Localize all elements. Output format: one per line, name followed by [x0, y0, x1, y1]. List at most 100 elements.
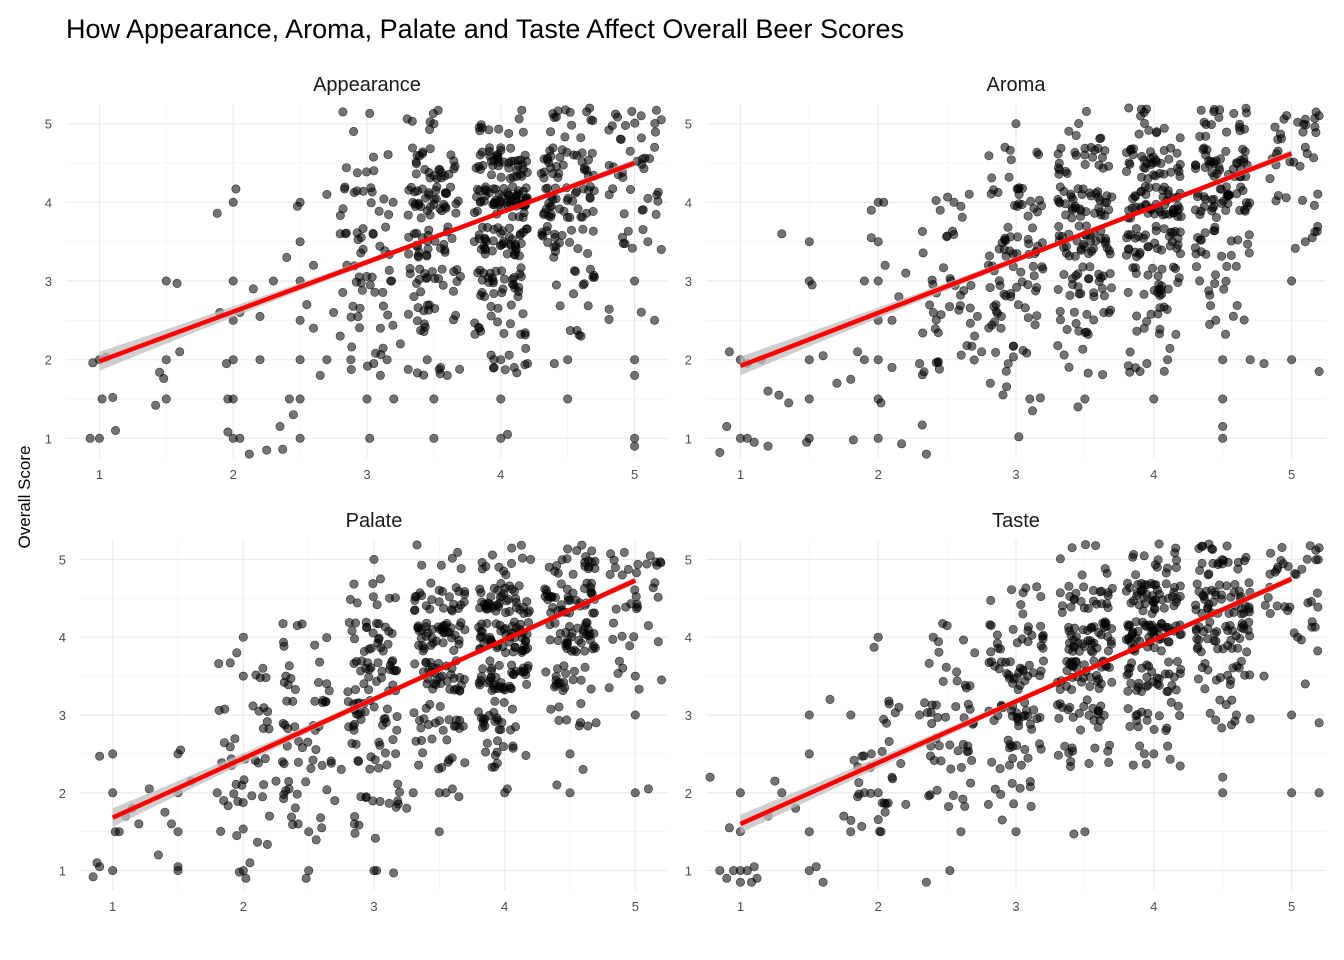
scatter-point: [284, 776, 294, 786]
scatter-point: [544, 562, 554, 572]
scatter-point: [436, 362, 446, 372]
scatter-point: [938, 263, 948, 273]
scatter-point: [88, 358, 98, 368]
scatter-point: [545, 635, 555, 645]
scatter-point: [377, 666, 387, 676]
scatter-point: [1298, 195, 1308, 205]
scatter-point: [444, 715, 454, 725]
scatter-point: [505, 174, 515, 184]
scatter-point: [1027, 724, 1037, 734]
scatter-point: [1172, 148, 1182, 158]
scatter-point: [917, 420, 927, 430]
scatter-point: [575, 718, 585, 728]
scatter-point: [1070, 147, 1080, 157]
scatter-point: [1154, 711, 1164, 721]
scatter-point: [1313, 189, 1323, 199]
scatter-point: [475, 265, 485, 275]
scatter-point: [358, 186, 368, 196]
scatter-point: [1173, 701, 1183, 711]
scatter-point: [576, 675, 586, 685]
scatter-point: [429, 199, 439, 209]
scatter-point: [455, 715, 465, 725]
scatter-point: [297, 743, 307, 753]
scatter-point: [1018, 609, 1028, 619]
scatter-point: [588, 116, 598, 126]
scatter-point: [1259, 671, 1269, 681]
scatter-point: [375, 574, 385, 584]
scatter-point: [447, 553, 457, 563]
scatter-point: [1071, 271, 1081, 281]
scatter-point: [1126, 598, 1136, 608]
scatter-point: [1201, 249, 1211, 259]
scatter-point: [777, 788, 787, 798]
scatter-point: [876, 827, 886, 837]
scatter-point: [216, 826, 226, 836]
scatter-point: [621, 602, 631, 612]
scatter-point: [877, 746, 887, 756]
scatter-point: [1090, 743, 1100, 753]
scatter-point: [1265, 174, 1275, 184]
scatter-point: [290, 722, 300, 732]
scatter-point: [1237, 604, 1247, 614]
scatter-point: [475, 680, 485, 690]
scatter-point: [1210, 279, 1220, 289]
scatter-point: [235, 433, 245, 443]
scatter-point: [482, 618, 492, 628]
scatter-point: [774, 390, 784, 400]
scatter-point: [1149, 749, 1159, 759]
scatter-point: [1175, 711, 1185, 721]
scatter-point: [1018, 345, 1028, 355]
scatter-point: [368, 229, 378, 239]
y-tick-label: 3: [685, 274, 692, 289]
scatter-point: [1211, 213, 1221, 223]
scatter-point: [559, 661, 569, 671]
scatter-point: [630, 441, 640, 451]
scatter-point: [555, 628, 565, 638]
scatter-point: [848, 435, 858, 445]
scatter-point: [1205, 290, 1215, 300]
scatter-point: [290, 803, 300, 813]
scatter-point: [931, 196, 941, 206]
scatter-point: [369, 166, 379, 176]
scatter-point: [742, 866, 752, 876]
scatter-point: [1133, 626, 1143, 636]
scatter-point: [956, 201, 966, 211]
scatter-point: [402, 803, 412, 813]
scatter-point: [378, 287, 388, 297]
scatter-point: [425, 144, 435, 154]
scatter-point: [956, 827, 966, 837]
scatter-point: [1174, 204, 1184, 214]
scatter-point: [264, 811, 274, 821]
scatter-point: [449, 164, 459, 174]
scatter-point: [455, 271, 465, 281]
scatter-point: [1104, 161, 1114, 171]
scatter-point: [636, 111, 646, 121]
scatter-point: [373, 658, 383, 668]
y-tick-label: 1: [59, 864, 66, 879]
scatter-point: [354, 323, 364, 333]
scatter-point: [1005, 743, 1015, 753]
scatter-point: [656, 115, 666, 125]
scatter-point: [1028, 223, 1038, 233]
scatter-point: [1004, 172, 1014, 182]
scatter-point: [1259, 359, 1269, 369]
scatter-point: [364, 685, 374, 695]
scatter-point: [1211, 315, 1221, 325]
scatter-point: [1199, 626, 1209, 636]
scatter-point: [1244, 617, 1254, 627]
scatter-point: [620, 239, 630, 249]
scatter-point: [883, 798, 893, 808]
scatter-point: [282, 252, 292, 262]
scatter-point: [1231, 710, 1241, 720]
scatter-point: [451, 199, 461, 209]
scatter-point: [1023, 280, 1033, 290]
scatter-point: [1260, 600, 1270, 610]
scatter-point: [1221, 276, 1231, 286]
facet-panel-appearance: 1 2 3 4 5 1 2 3 4 5 Appearance: [45, 74, 668, 482]
scatter-point: [480, 249, 490, 259]
scatter-point: [951, 702, 961, 712]
scatter-point: [638, 205, 648, 215]
scatter-point: [1236, 656, 1246, 666]
scatter-point: [941, 662, 951, 672]
scatter-point: [804, 710, 814, 720]
